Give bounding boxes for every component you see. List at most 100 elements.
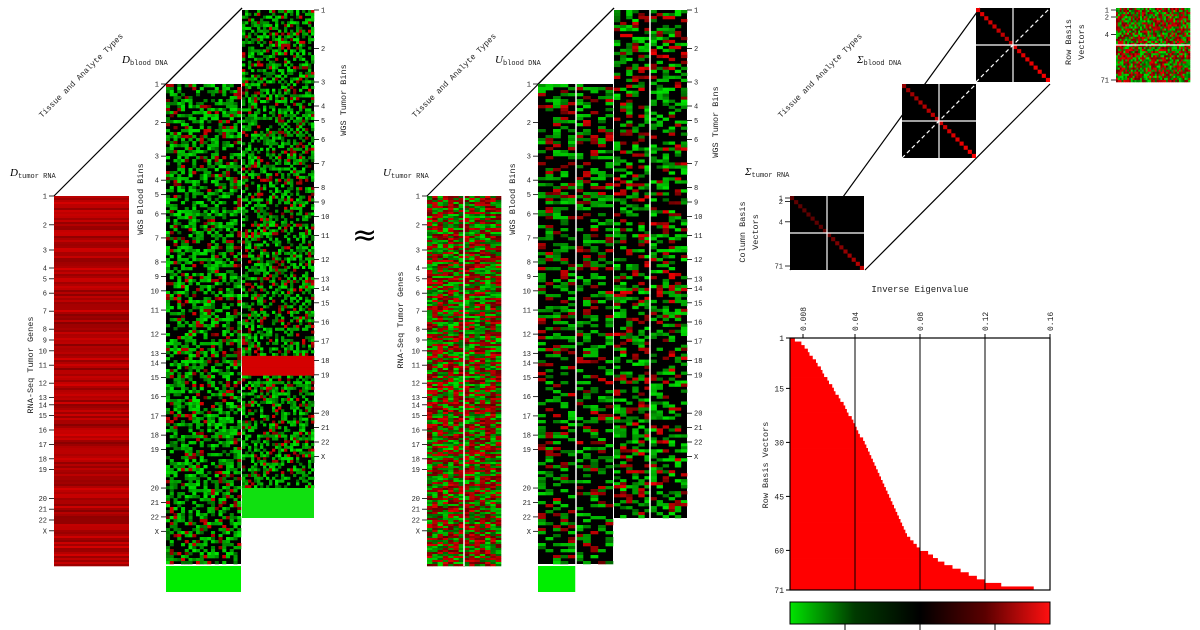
heatmap-cell: [242, 189, 246, 194]
heatmap-cell: [222, 339, 227, 343]
heatmap-cell: [490, 270, 497, 273]
heatmap-cell: [254, 465, 258, 469]
heatmap-cell: [305, 147, 309, 151]
heatmap-cell: [427, 286, 433, 289]
heatmap-cell: [284, 60, 288, 64]
heatmap-cell: [275, 271, 279, 275]
heatmap-cell: [218, 546, 223, 550]
heatmap-cell: [177, 189, 182, 193]
heatmap-cell: [254, 198, 258, 202]
heatmap-cell: [495, 202, 502, 205]
heatmap-cell: [188, 468, 193, 472]
heatmap-cell: [192, 459, 197, 463]
heatmap-cell: [432, 218, 438, 221]
heatmap-cell: [233, 552, 238, 556]
heatmap-cell: [257, 263, 261, 267]
heatmap-cell: [173, 183, 178, 187]
heatmap-cell: [169, 420, 174, 424]
heatmap-cell: [290, 361, 294, 365]
heatmap-cell: [237, 456, 242, 460]
heatmap-cell: [311, 128, 315, 132]
heatmap-cell: [305, 91, 309, 95]
heatmap-cell: [272, 130, 276, 135]
heatmap-cell: [296, 249, 300, 253]
heatmap-cell: [226, 171, 231, 175]
heatmap-cell: [211, 174, 216, 178]
heatmap-cell: [266, 454, 270, 458]
heatmap-cell: [184, 477, 189, 481]
heatmap-cell: [485, 284, 491, 287]
heatmap-cell: [222, 474, 227, 478]
heatmap-cell: [222, 273, 227, 277]
heatmap-cell: [260, 381, 264, 385]
heatmap-cell: [293, 308, 297, 312]
heatmap-row: [54, 494, 129, 497]
heatmap-cell: [272, 372, 276, 376]
heatmap-cell: [218, 246, 223, 250]
heatmap-cell: [242, 206, 246, 210]
heatmap-cell: [242, 212, 246, 216]
heatmap-cell: [302, 369, 306, 374]
heatmap-cell: [192, 507, 197, 511]
heatmap-cell: [207, 276, 212, 280]
heatmap-cell: [207, 144, 212, 148]
heatmap-row: [54, 524, 129, 527]
heatmap-cell: [177, 159, 182, 163]
heatmap-cell: [237, 282, 242, 286]
heatmap-cell: [272, 426, 276, 430]
heatmap-cell: [257, 38, 261, 42]
heatmap-cell: [229, 426, 234, 430]
heatmap-cell: [192, 528, 197, 532]
heatmap-cell: [173, 441, 178, 445]
heatmap-cell: [177, 246, 182, 250]
heatmap-cell: [245, 12, 249, 16]
heatmap-cell: [263, 184, 267, 188]
heatmap-cell: [269, 395, 273, 399]
heatmap-cell: [474, 204, 481, 207]
heatmap-cell: [293, 395, 297, 399]
heatmap-row: [54, 274, 129, 277]
heatmap-cell: [278, 293, 282, 298]
heatmap-cell: [177, 144, 182, 148]
heatmap-cell: [169, 171, 174, 175]
heatmap-cell: [293, 57, 297, 61]
heatmap-cell: [229, 132, 234, 136]
heatmap-cell: [293, 91, 297, 95]
heatmap-cell: [242, 119, 246, 123]
heatmap-cell: [272, 398, 276, 402]
heatmap-cell: [263, 136, 267, 140]
heatmap-row: [54, 438, 129, 441]
heatmap-cell: [266, 434, 270, 438]
heatmap-row: [54, 330, 129, 333]
heatmap-cell: [177, 495, 182, 499]
heatmap-cell: [290, 153, 294, 157]
heatmap-cell: [260, 459, 264, 463]
heatmap-cell: [281, 344, 285, 348]
heatmap-cell: [427, 282, 433, 285]
heatmap-cell: [214, 138, 219, 142]
heatmap-cell: [269, 54, 273, 59]
heatmap-cell: [177, 213, 182, 217]
heatmap-cell: [207, 384, 212, 388]
heatmap-cell: [173, 552, 178, 556]
heatmap-cell: [173, 213, 178, 217]
heatmap-cell: [453, 260, 460, 263]
heatmap-cell: [269, 133, 273, 137]
heatmap-cell: [275, 251, 279, 255]
tick-label: 5: [321, 118, 325, 126]
heatmap-cell: [184, 207, 189, 211]
heatmap-cell: [290, 291, 294, 295]
heatmap-cell: [218, 90, 223, 94]
heatmap-cell: [257, 395, 261, 399]
heatmap-cell: [181, 351, 186, 355]
heatmap-cell: [284, 85, 288, 90]
heatmap-cell: [308, 291, 312, 295]
heatmap-cell: [181, 315, 186, 319]
heatmap-cell: [214, 243, 219, 247]
heatmap-cell: [203, 216, 208, 220]
heatmap-cell: [281, 316, 285, 320]
heatmap-cell: [222, 225, 227, 229]
heatmap-cell: [248, 167, 252, 171]
heatmap-cell: [275, 173, 279, 177]
